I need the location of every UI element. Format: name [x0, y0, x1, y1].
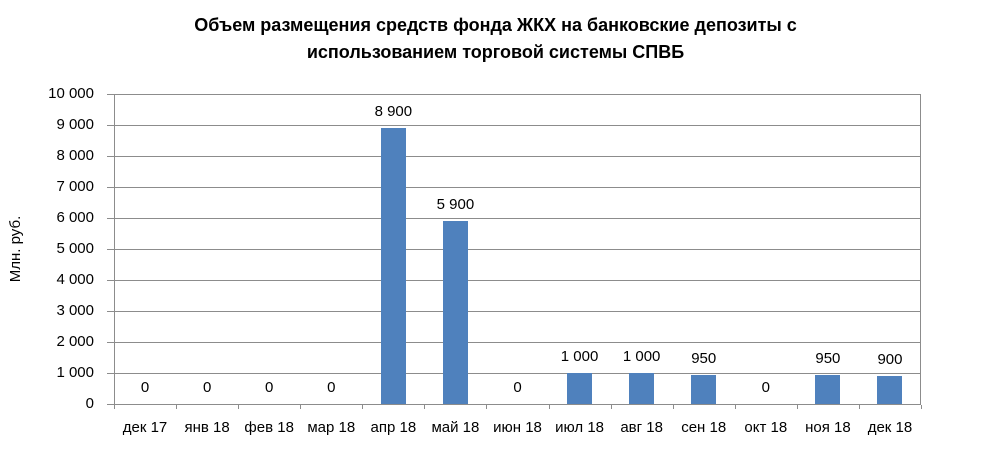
y-axis-title: Млн. руб. [7, 215, 24, 283]
value-label: 0 [513, 379, 522, 396]
value-label: 5 900 [436, 196, 475, 214]
y-axis-tick-mark [107, 342, 114, 343]
x-axis-tick-mark [735, 405, 736, 409]
gridline [114, 125, 921, 126]
gridline [114, 342, 921, 343]
y-axis-tick-mark [107, 125, 114, 126]
y-axis-tick-mark [107, 373, 114, 374]
x-tick-label: янв 18 [184, 419, 230, 436]
x-axis-tick-mark [114, 405, 115, 409]
bar [877, 376, 903, 404]
x-axis-tick-mark [238, 405, 239, 409]
chart-title-line-2: использованием торговой системы СПВБ [306, 42, 685, 62]
x-axis-tick-mark [797, 405, 798, 409]
x-tick-label: мар 18 [307, 419, 356, 436]
y-axis-tick-mark [107, 404, 114, 405]
value-label: 950 [691, 349, 717, 367]
bar [442, 221, 468, 404]
bar [815, 374, 841, 404]
x-tick-label: фев 18 [244, 419, 294, 436]
bar [629, 373, 655, 404]
y-tick-label: 0 [85, 395, 94, 412]
gridline [114, 218, 921, 219]
chart-title-line-1: Объем размещения средств фонда ЖКХ на ба… [194, 15, 797, 35]
x-tick-label: апр 18 [370, 419, 417, 436]
gridline [114, 311, 921, 312]
bar [567, 373, 593, 404]
value-label: 8 900 [374, 103, 413, 121]
y-tick-label: 7 000 [56, 178, 94, 195]
x-axis-tick-mark [176, 405, 177, 409]
bar [691, 374, 717, 404]
y-axis-tick-mark [107, 187, 114, 188]
y-axis-tick-mark [107, 218, 114, 219]
y-tick-label: 3 000 [56, 302, 94, 319]
x-axis-tick-mark [486, 405, 487, 409]
y-axis-tick-mark [107, 94, 114, 95]
x-axis-tick-mark [549, 405, 550, 409]
x-tick-label: июл 18 [555, 419, 605, 436]
y-tick-label: 5 000 [56, 240, 94, 257]
value-label: 1 000 [560, 348, 599, 365]
x-tick-label: май 18 [431, 419, 480, 436]
x-tick-label: ноя 18 [805, 419, 851, 436]
chart-title: Объем размещения средств фонда ЖКХ на ба… [0, 12, 991, 66]
x-tick-label: авг 18 [620, 419, 663, 436]
x-axis-tick-mark [611, 405, 612, 409]
y-axis-tick-mark [107, 249, 114, 250]
x-axis-tick-mark [673, 405, 674, 409]
gridline [114, 249, 921, 250]
y-axis-tick-mark [107, 156, 114, 157]
y-tick-label: 9 000 [56, 116, 94, 133]
value-label: 1 000 [622, 348, 661, 365]
y-tick-label: 10 000 [48, 85, 94, 102]
x-axis-tick-mark [362, 405, 363, 409]
y-axis-tick-mark [107, 280, 114, 281]
value-label: 950 [815, 349, 841, 367]
value-label: 0 [761, 379, 770, 396]
y-tick-label: 1 000 [56, 364, 94, 381]
value-label: 0 [202, 379, 212, 396]
x-tick-label: сен 18 [681, 419, 727, 436]
gridline [114, 156, 921, 157]
plot-area-border [114, 94, 921, 405]
x-tick-label: окт 18 [744, 419, 788, 436]
bar [380, 128, 406, 404]
gridline [114, 280, 921, 281]
x-tick-label: июн 18 [493, 419, 542, 436]
value-label: 0 [140, 379, 150, 396]
x-axis-tick-mark [921, 405, 922, 409]
y-tick-label: 2 000 [56, 333, 94, 350]
y-tick-label: 4 000 [56, 271, 94, 288]
x-axis-tick-mark [859, 405, 860, 409]
y-axis-tick-mark [107, 311, 114, 312]
value-label: 900 [877, 351, 903, 369]
x-axis-tick-mark [300, 405, 301, 409]
y-tick-label: 8 000 [56, 147, 94, 164]
gridline [114, 187, 921, 188]
value-label: 0 [265, 379, 274, 396]
x-tick-label: дек 18 [867, 419, 913, 436]
x-axis-tick-mark [424, 405, 425, 409]
gridline [114, 373, 921, 374]
y-tick-label: 6 000 [56, 209, 94, 226]
value-label: 0 [327, 379, 336, 396]
x-tick-label: дек 17 [122, 419, 168, 436]
